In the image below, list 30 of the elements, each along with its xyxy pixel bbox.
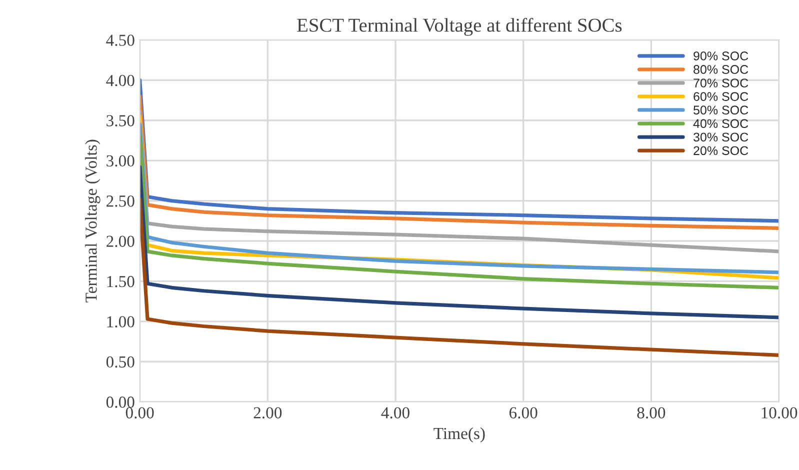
y-axis-title: Terminal Voltage (Volts) <box>85 140 100 302</box>
line-series <box>140 134 780 290</box>
y-tick-label: 2.00 <box>106 236 134 248</box>
legend-label: 70% SOC <box>694 78 748 88</box>
legend-label: 50% SOC <box>694 106 748 114</box>
y-tick-label: 0.50 <box>106 356 134 368</box>
legend-label: 30% SOC <box>693 132 748 142</box>
y-tick-label: 2.50 <box>106 195 134 207</box>
x-axis-title: Time(s) <box>434 427 485 442</box>
legend-label: 20% SOC <box>694 146 748 156</box>
x-tick-label: 10.00 <box>762 407 798 419</box>
legend-label: 90% SOC <box>694 52 748 60</box>
x-tick-label: 2.00 <box>254 407 282 419</box>
legend-label: 60% SOC <box>694 92 748 101</box>
y-tick-label: 3.50 <box>106 115 134 126</box>
y-tick-label: 3.00 <box>106 155 134 167</box>
y-tick-label: 0.00 <box>106 396 134 408</box>
x-tick-label: 6.00 <box>509 407 538 419</box>
legend-label: 40% SOC <box>693 119 748 128</box>
y-tick-label: 4.00 <box>106 74 134 86</box>
chart-title: ESCT Terminal Voltage at different SOCs <box>297 18 622 36</box>
x-tick-label: 4.00 <box>381 407 410 419</box>
y-tick-label: 1.00 <box>107 316 134 328</box>
y-tick-label: 4.50 <box>106 34 134 46</box>
x-tick-label: 0.00 <box>126 407 154 419</box>
line-series <box>140 197 780 358</box>
x-tick-label: 8.00 <box>637 407 666 419</box>
line-series <box>140 165 780 320</box>
legend-label: 80% SOC <box>694 65 748 74</box>
y-tick-label: 1.50 <box>107 276 134 288</box>
